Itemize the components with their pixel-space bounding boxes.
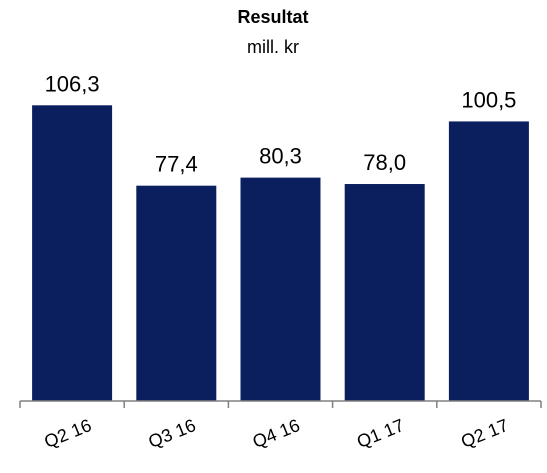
chart-subtitle: mill. kr (247, 37, 299, 57)
data-label: 77,4 (155, 152, 198, 177)
bar-q3-16 (136, 185, 217, 401)
bar-q1-17 (344, 184, 425, 401)
chart-title: Resultat (237, 7, 308, 27)
bar-q2-17 (448, 121, 529, 401)
data-label: 78,0 (363, 150, 406, 175)
bars-group (32, 105, 529, 401)
x-tick-label: Q4 16 (250, 415, 303, 452)
data-labels-group: 106,3 77,4 80,3 78,0 100,5 (45, 71, 517, 176)
x-axis (19, 400, 542, 408)
x-tick-label: Q3 16 (146, 415, 199, 452)
x-tick-label: Q2 17 (458, 415, 511, 452)
x-tick-label: Q2 16 (41, 415, 94, 452)
data-label: 80,3 (259, 144, 302, 169)
bar-q4-16 (240, 177, 321, 401)
x-tick-labels-group: Q2 16 Q3 16 Q4 16 Q1 17 Q2 17 (41, 415, 511, 452)
x-tick-label: Q1 17 (354, 415, 407, 452)
data-label: 106,3 (45, 71, 100, 96)
data-label: 100,5 (461, 87, 516, 112)
bar-q2-16 (32, 105, 113, 401)
